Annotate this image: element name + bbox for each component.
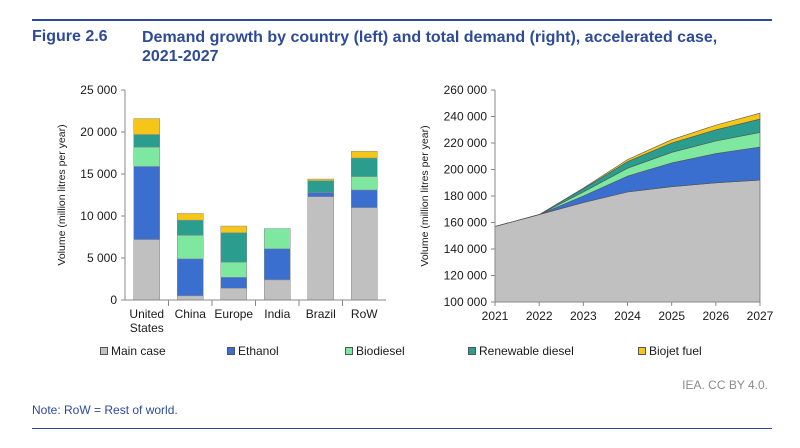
legend-label-main-case: Main case (111, 344, 166, 358)
bar-row-biojet-fuel (351, 151, 378, 159)
right-y-tick-label: 240 000 (444, 110, 488, 124)
bar-row-main-case (351, 207, 378, 301)
left-y-tick-label: 15 000 (80, 167, 117, 181)
figure-title: Demand growth by country (left) and tota… (142, 29, 718, 65)
right-y-tick-label: 140 000 (444, 242, 488, 256)
bar-brazil-renewable-diesel (307, 180, 334, 193)
right-x-tick-label: 2023 (570, 309, 597, 323)
footnote: Note: RoW = Rest of world. (32, 403, 178, 417)
legend-label-biojet-fuel: Biojet fuel (649, 344, 702, 358)
bottom-rule (32, 428, 772, 429)
bar-europe-biojet-fuel (220, 225, 247, 234)
right-y-tick-label: 180 000 (444, 189, 488, 203)
bar-row-biodiesel (351, 176, 378, 191)
legend-item-ethanol: Ethanol (227, 344, 279, 358)
legend-item-biojet-fuel: Biojet fuel (638, 344, 702, 358)
right-y-tick-label: 160 000 (444, 216, 488, 230)
left-y-tick-label: 0 (110, 293, 117, 307)
right-x-tick-label: 2026 (702, 309, 729, 323)
bar-china-biodiesel (177, 235, 204, 260)
right-x-tick-label: 2027 (747, 309, 774, 323)
right-x-tick-label: 2025 (658, 309, 685, 323)
source-credit: IEA. CC BY 4.0. (682, 378, 768, 392)
area-biojet-fuel (494, 112, 761, 227)
left-y-tick-label: 10 000 (80, 209, 117, 223)
legend-swatch-ethanol (227, 347, 235, 355)
bar-europe-main-case (220, 287, 247, 301)
left-x-tick-label: RoW (351, 307, 378, 321)
right-y-tick-label: 100 000 (444, 295, 488, 309)
bar-europe-ethanol (220, 277, 247, 289)
legend-item-main-case: Main case (100, 344, 166, 358)
bar-china-ethanol (177, 258, 204, 297)
bar-india-ethanol (264, 248, 291, 281)
left-y-tick-label: 5 000 (87, 251, 117, 265)
bar-brazil-biojet-fuel (307, 178, 334, 181)
right-y-tick-label: 220 000 (444, 136, 488, 150)
left-x-tick-label: China (175, 307, 207, 321)
left-y-tick-label: 20 000 (80, 125, 117, 139)
left-x-tick-label: Europe (214, 307, 253, 321)
bar-united-states-biojet-fuel (133, 118, 160, 135)
legend-swatch-biodiesel (345, 347, 353, 355)
right-y-tick-label: 260 000 (444, 83, 488, 97)
legend-item-renewable-diesel: Renewable diesel (468, 344, 574, 358)
left-x-tick-label: India (264, 307, 290, 321)
legend-swatch-main-case (100, 347, 108, 355)
bar-united-states-biodiesel (133, 146, 160, 167)
bar-china-biojet-fuel (177, 213, 204, 221)
bar-europe-biodiesel (220, 261, 247, 278)
legend-label-renewable-diesel: Renewable diesel (479, 344, 574, 358)
legend: Main case Ethanol Biodiesel Renewable di… (100, 344, 780, 360)
left-x-tick-label: Brazil (306, 307, 336, 321)
left-bar-chart: 0 5 000 10 000 15 000 20 000 25 000 UnitedStat… (56, 83, 386, 335)
bar-china-main-case (177, 295, 204, 301)
bar-united-states-main-case (133, 239, 160, 301)
bar-europe-renewable-diesel (220, 232, 247, 263)
bar-india-biodiesel (264, 228, 291, 250)
right-x-tick-label: 2024 (614, 309, 641, 323)
right-area-chart: 100 000 120 000 140 000 160 000 180 000 200 0… (419, 83, 774, 323)
area-main-case (494, 179, 761, 303)
bar-united-states-renewable-diesel (133, 134, 160, 148)
left-x-tick-label: United (129, 307, 164, 321)
right-x-tick-label: 2022 (526, 309, 553, 323)
bar-china-renewable-diesel (177, 219, 204, 236)
left-x-tick-label: States (130, 321, 164, 335)
legend-swatch-biojet-fuel (638, 347, 646, 355)
top-rule (32, 19, 772, 21)
bar-brazil-ethanol (307, 192, 334, 197)
bar-india-main-case (264, 279, 291, 301)
legend-label-biodiesel: Biodiesel (356, 344, 405, 358)
right-x-tick-label: 2021 (482, 309, 509, 323)
bar-united-states-ethanol (133, 166, 160, 240)
figure-label: Figure 2.6 (32, 28, 108, 45)
right-y-axis-title: Volume (million litres per year) (419, 125, 431, 266)
right-y-tick-label: 200 000 (444, 163, 488, 177)
bar-row-ethanol (351, 189, 378, 208)
left-y-axis-title: Volume (million litres per year) (56, 124, 68, 265)
legend-label-ethanol: Ethanol (238, 344, 279, 358)
bar-row-renewable-diesel (351, 157, 378, 177)
legend-swatch-renewable-diesel (468, 347, 476, 355)
right-y-tick-label: 120 000 (444, 269, 488, 283)
legend-item-biodiesel: Biodiesel (345, 344, 405, 358)
bar-brazil-main-case (307, 196, 334, 301)
left-y-tick-label: 25 000 (80, 83, 117, 97)
